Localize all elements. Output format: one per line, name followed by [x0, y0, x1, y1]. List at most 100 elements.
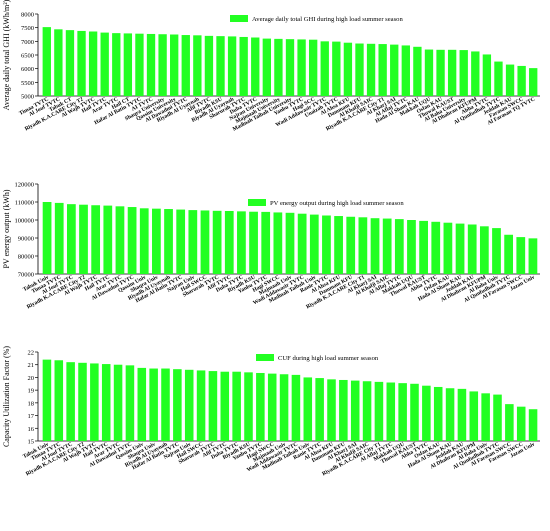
bar — [261, 211, 271, 274]
bar — [320, 41, 329, 96]
bar — [481, 393, 490, 441]
bar — [216, 36, 225, 96]
bar — [315, 378, 324, 441]
bar — [244, 372, 253, 441]
y-tick-label: 20 — [28, 375, 35, 382]
bar — [436, 49, 445, 96]
bar — [517, 65, 526, 96]
bar — [482, 54, 492, 96]
bar — [208, 371, 218, 441]
bar — [410, 383, 419, 441]
bar — [54, 29, 63, 96]
bar — [227, 36, 237, 96]
bar — [188, 210, 198, 274]
bar — [398, 383, 407, 441]
bar — [256, 372, 265, 441]
bar — [176, 209, 186, 274]
y-tick-label: 17 — [28, 413, 35, 420]
bar — [350, 380, 360, 441]
bar — [469, 391, 479, 441]
bar — [386, 382, 396, 441]
bar — [54, 202, 64, 274]
bar — [123, 33, 133, 96]
bar — [224, 211, 234, 274]
bar — [91, 205, 101, 274]
bar — [492, 228, 501, 274]
bar — [267, 373, 277, 441]
y-tick-label: 22 — [28, 350, 35, 357]
legend-swatch — [248, 199, 266, 206]
y-tick-label: 6000 — [21, 66, 34, 73]
bar — [170, 34, 179, 96]
bar — [232, 371, 241, 441]
bar — [297, 213, 307, 274]
bar — [528, 409, 538, 441]
bar — [374, 381, 384, 441]
bar — [504, 234, 514, 274]
bar — [378, 44, 387, 96]
bar — [103, 205, 113, 274]
bar — [529, 68, 538, 96]
bar — [339, 379, 348, 441]
bar — [346, 216, 356, 274]
bar — [343, 42, 353, 96]
bar — [422, 385, 431, 441]
bar — [100, 32, 109, 96]
bar — [308, 39, 318, 96]
bar — [193, 35, 202, 96]
bar — [457, 388, 467, 441]
pv-energy-chart-panel: 70000 80000 90000 100000 110000 120000 PV ener… — [2, 182, 540, 310]
bar — [158, 34, 167, 96]
bar — [65, 30, 75, 97]
bar — [137, 367, 147, 441]
y-tick-label: 90000 — [18, 236, 34, 243]
bar — [413, 46, 422, 96]
bar — [431, 221, 441, 274]
bar — [401, 45, 410, 96]
bar — [370, 218, 380, 274]
bar — [66, 204, 76, 274]
bar — [493, 394, 502, 441]
bar — [79, 204, 88, 274]
bar — [262, 38, 272, 96]
bar — [516, 237, 526, 274]
bar — [127, 207, 137, 274]
y-tick-label: 19 — [28, 388, 35, 395]
y-tick-label: 80000 — [18, 254, 34, 261]
y-tick-label: 6500 — [21, 53, 34, 60]
cuf-chart-panel: 15 16 17 18 19 20 21 22 Capacity Utilization Fac… — [2, 346, 540, 477]
bar — [115, 206, 125, 274]
bar — [291, 374, 301, 441]
y-tick-label: 8000 — [21, 12, 34, 19]
bar — [78, 362, 87, 441]
y-tick-label: 7000 — [21, 39, 34, 46]
bar — [528, 238, 538, 274]
y-tick-label: 120000 — [15, 182, 35, 189]
bar — [152, 208, 161, 274]
y-tick-label: 70000 — [18, 272, 34, 279]
legend-label: Average daily total GHI during high load… — [252, 16, 403, 23]
bar — [419, 220, 428, 274]
bar — [204, 35, 214, 96]
bar — [164, 209, 173, 274]
bar — [445, 388, 455, 441]
bar — [390, 44, 399, 96]
bar — [112, 33, 121, 96]
bar — [355, 43, 364, 96]
bar — [471, 51, 480, 96]
y-tick-label: 15 — [28, 439, 35, 446]
y-tick-label: 7500 — [21, 25, 34, 32]
y-axis-title: Capacity Utilization Factor (%) — [2, 346, 11, 447]
y-tick-label: 5500 — [21, 80, 34, 87]
bar — [54, 360, 64, 441]
bar — [455, 223, 465, 274]
legend-swatch — [256, 354, 274, 361]
bar — [309, 214, 319, 274]
y-tick-label: 5000 — [21, 94, 34, 101]
y-axis-title: PV energy output (kWh) — [2, 189, 11, 268]
bar — [149, 368, 158, 441]
bar — [173, 369, 182, 441]
bar — [505, 64, 515, 96]
ghi-chart-panel: 5000 5500 6000 6500 7000 7500 8000 Average dail… — [2, 0, 540, 133]
